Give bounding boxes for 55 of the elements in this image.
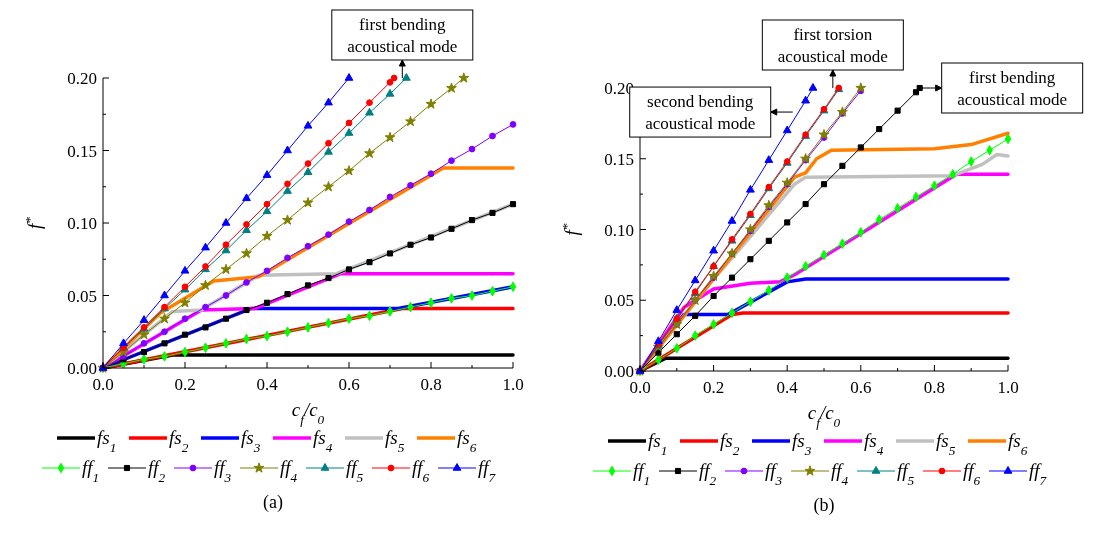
y-tick-label: 0.00 — [67, 359, 97, 378]
legend-label: fs$_{3}$ — [792, 430, 812, 458]
legend-label: ff$_{1}$ — [82, 457, 100, 485]
y-tick-label: 0.10 — [67, 214, 97, 233]
y-tick-label: 0.20 — [67, 69, 97, 88]
legend-label: ff$_{4}$ — [831, 460, 849, 488]
legend-label: ff$_{4}$ — [280, 457, 298, 485]
legend-label: ff$_{6}$ — [412, 457, 430, 485]
annotation: first torsion acoustical mode — [777, 25, 888, 66]
legend-label: ff$_{2}$ — [699, 460, 717, 488]
legend-label: ff$_{1}$ — [633, 460, 651, 488]
x-tick-label: 0.0 — [92, 375, 114, 394]
legend-label: fs$_{5}$ — [936, 430, 956, 458]
legend-label: fs$_{2}$ — [720, 430, 740, 458]
legend-label: fs$_{6}$ — [1008, 430, 1028, 458]
x-tick-label: 0.6 — [850, 378, 872, 397]
text: (b) — [813, 495, 835, 516]
x-tick-label: 0.8 — [420, 375, 442, 394]
legend-label: fs$_{3}$ — [241, 427, 261, 455]
x-tick-label: 0.4 — [256, 375, 279, 394]
legend-label: ff$_{2}$ — [148, 457, 166, 485]
legend-label: fs$_{4}$ — [313, 427, 333, 455]
legend-label: fs$_{1}$ — [648, 430, 668, 458]
annotation: first bending acoustical mode — [347, 15, 458, 56]
x-axis-title: c$_{f}$/c$_{0}$ — [807, 402, 841, 430]
legend-label: ff$_{7}$ — [478, 457, 497, 485]
annotation: second bending acoustical mode — [645, 92, 756, 134]
legend-label: ff$_{3}$ — [214, 457, 232, 485]
legend-label: ff$_{7}$ — [1029, 460, 1048, 488]
x-tick-label: 0.6 — [338, 375, 360, 394]
legend-label: ff$_{6}$ — [963, 460, 981, 488]
y-tick-label: 0.10 — [604, 220, 634, 240]
x-tick-label: 0.2 — [174, 375, 196, 394]
x-tick-label: 0.2 — [702, 378, 725, 397]
legend-label: fs$_{4}$ — [864, 430, 884, 458]
y-tick-label: 0.15 — [67, 141, 97, 161]
x-tick-label: 0.0 — [629, 378, 651, 397]
x-tick-label: 0.4 — [776, 378, 799, 397]
y-tick-label: 0.05 — [604, 291, 634, 311]
legend-label: ff$_{3}$ — [765, 460, 783, 488]
legend-label: ff$_{5}$ — [897, 460, 915, 488]
x-tick-label: 0.8 — [923, 378, 946, 397]
y-tick-label: 0.15 — [604, 149, 634, 169]
legend-label: fs$_{2}$ — [169, 427, 189, 455]
text: (a) — [263, 492, 283, 513]
x-tick-label: 1.0 — [997, 378, 1019, 397]
y-tick-label: 0.00 — [604, 362, 634, 381]
annotation: first bending acoustical mode — [957, 68, 1068, 109]
y-tick-label: 0.05 — [67, 286, 97, 306]
legend-label: fs$_{1}$ — [97, 427, 117, 455]
legend-label: fs$_{6}$ — [457, 427, 477, 455]
x-axis-title: c$_{f}$/c$_{0}$ — [291, 399, 325, 427]
x-tick-label: 1.0 — [502, 375, 524, 394]
legend-label: ff$_{5}$ — [346, 457, 364, 485]
legend-label: fs$_{5}$ — [385, 427, 405, 455]
